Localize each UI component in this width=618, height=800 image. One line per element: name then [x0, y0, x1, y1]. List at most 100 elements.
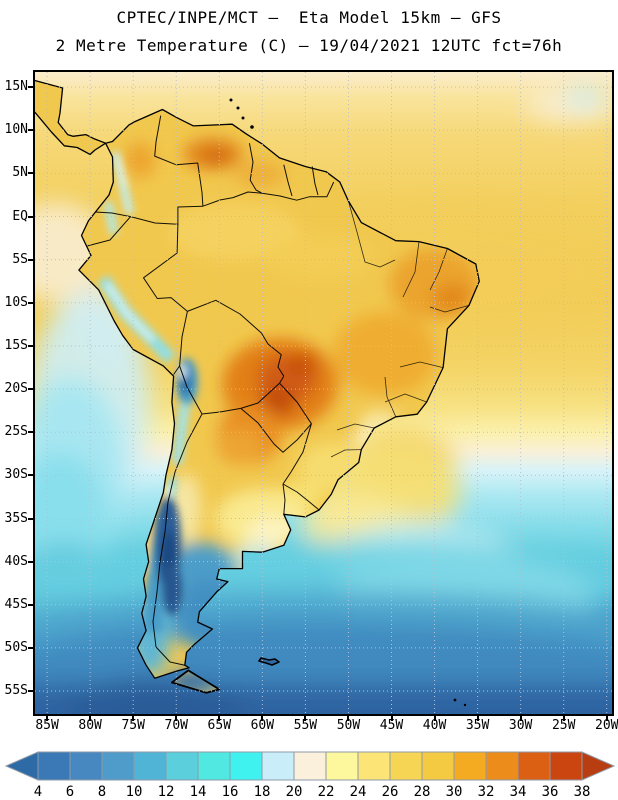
temperature-map	[33, 70, 614, 716]
lat-tick-mark	[28, 560, 34, 563]
colorbar-segment	[453, 751, 487, 781]
lon-tick-label: 50W	[336, 718, 361, 733]
colorbar-tick-label: 10	[126, 784, 143, 800]
colorbar-segment	[37, 751, 71, 781]
colorbar-tick-label: 12	[158, 784, 175, 800]
lon-tick-mark	[390, 716, 393, 721]
lon-tick-label: 70W	[164, 718, 188, 733]
lat-tick-label: 20S	[4, 381, 28, 397]
lon-tick-mark	[261, 716, 264, 721]
colorbar-tick-label: 26	[382, 784, 399, 800]
colorbar-tick-label: 36	[542, 784, 559, 800]
lat-tick-label: 5N	[12, 165, 28, 181]
lon-tick-mark	[476, 716, 479, 721]
colorbar-segment	[229, 751, 263, 781]
lon-tick-label: 40W	[422, 718, 447, 733]
lon-tick-mark	[304, 716, 307, 721]
lat-tick-label: 10S	[4, 294, 28, 310]
colorbar-segment	[101, 751, 135, 781]
lon-tick-label: 35W	[465, 718, 490, 733]
lat-tick-mark	[28, 431, 34, 434]
grid-layer	[35, 72, 612, 714]
lon-tick-label: 45W	[379, 718, 404, 733]
colorbar-segment	[389, 751, 423, 781]
lat-tick-mark	[28, 474, 34, 477]
lat-tick-mark	[28, 690, 34, 693]
colorbar: 4 6 8 10 12 14 16 18 20 22 24 26 28 30 32 34 36 38	[4, 751, 616, 800]
lon-tick-mark	[46, 716, 49, 721]
lat-tick-label: EQ	[12, 208, 28, 224]
colorbar-tick-label: 38	[574, 784, 591, 800]
lat-tick-mark	[28, 388, 34, 391]
colorbar-tick-label: 4	[34, 784, 42, 800]
lon-tick-mark	[89, 716, 92, 721]
colorbar-segment	[197, 751, 231, 781]
colorbar-segment	[549, 751, 583, 781]
lat-tick-label: 35S	[4, 510, 28, 526]
lat-tick-mark	[28, 86, 34, 89]
page-title: CPTEC/INPE/MCT – Eta Model 15km – GFS	[116, 8, 502, 27]
map-canvas	[35, 72, 612, 714]
colorbar-tick-label: 18	[254, 784, 271, 800]
colorbar-tick-label: 20	[286, 784, 303, 800]
lon-tick-mark	[218, 716, 221, 721]
colorbar-segment	[421, 751, 455, 781]
colorbar-tick-label: 8	[98, 784, 106, 800]
colorbar-tick-label: 22	[318, 784, 335, 800]
colorbar-tick-label: 30	[446, 784, 463, 800]
lat-tick-mark	[28, 172, 34, 175]
lon-tick-label: 85W	[35, 718, 59, 733]
lat-tick-mark	[28, 258, 34, 261]
colorbar-segment	[293, 751, 327, 781]
colorbar-segment	[517, 751, 551, 781]
colorbar-tick-label: 24	[350, 784, 367, 800]
lat-tick-label: 40S	[4, 553, 28, 569]
lon-tick-label: 65W	[207, 718, 232, 733]
lon-tick-mark	[519, 716, 522, 721]
coastline	[35, 79, 480, 707]
lat-tick-label: 45S	[4, 596, 28, 612]
colorbar-tick-label: 28	[414, 784, 431, 800]
country-borders	[87, 115, 470, 666]
lat-tick-mark	[28, 215, 34, 218]
lat-tick-label: 5S	[12, 251, 28, 267]
lon-tick-label: 60W	[250, 718, 275, 733]
lat-tick-mark	[28, 129, 34, 132]
lon-tick-label: 20W	[595, 718, 618, 733]
lon-tick-mark	[132, 716, 135, 721]
colorbar-tick-label: 34	[510, 784, 527, 800]
colorbar-left-arrow	[4, 751, 39, 781]
lat-tick-label: 25S	[4, 424, 28, 440]
colorbar-right-arrow	[581, 751, 616, 781]
colorbar-tick-label: 32	[478, 784, 495, 800]
lat-tick-label: 50S	[4, 639, 28, 655]
colorbar-tick-label: 14	[190, 784, 207, 800]
colorbar-segment	[357, 751, 391, 781]
lat-tick-mark	[28, 646, 34, 649]
lat-tick-mark	[28, 517, 34, 520]
page-subtitle: 2 Metre Temperature (C) – 19/04/2021 12U…	[55, 36, 563, 55]
lat-tick-mark	[28, 344, 34, 347]
colorbar-segment	[69, 751, 103, 781]
lon-tick-label: 55W	[293, 718, 318, 733]
colorbar-segment	[325, 751, 359, 781]
lon-tick-mark	[605, 716, 608, 721]
lon-tick-label: 75W	[121, 718, 145, 733]
lon-tick-mark	[175, 716, 178, 721]
lat-tick-label: 15N	[4, 79, 28, 95]
lon-tick-mark	[433, 716, 436, 721]
lon-tick-label: 25W	[551, 718, 576, 733]
lon-tick-label: 80W	[78, 718, 102, 733]
lon-tick-mark	[347, 716, 350, 721]
lat-tick-mark	[28, 603, 34, 606]
colorbar-segment	[261, 751, 295, 781]
colorbar-segment	[485, 751, 519, 781]
colorbar-segment	[165, 751, 199, 781]
lon-tick-mark	[562, 716, 565, 721]
lat-tick-label: 10N	[4, 122, 28, 138]
colorbar-tick-label: 16	[222, 784, 239, 800]
lon-tick-label: 30W	[508, 718, 533, 733]
colorbar-tick-label: 6	[66, 784, 74, 800]
lat-tick-label: 55S	[4, 683, 28, 699]
